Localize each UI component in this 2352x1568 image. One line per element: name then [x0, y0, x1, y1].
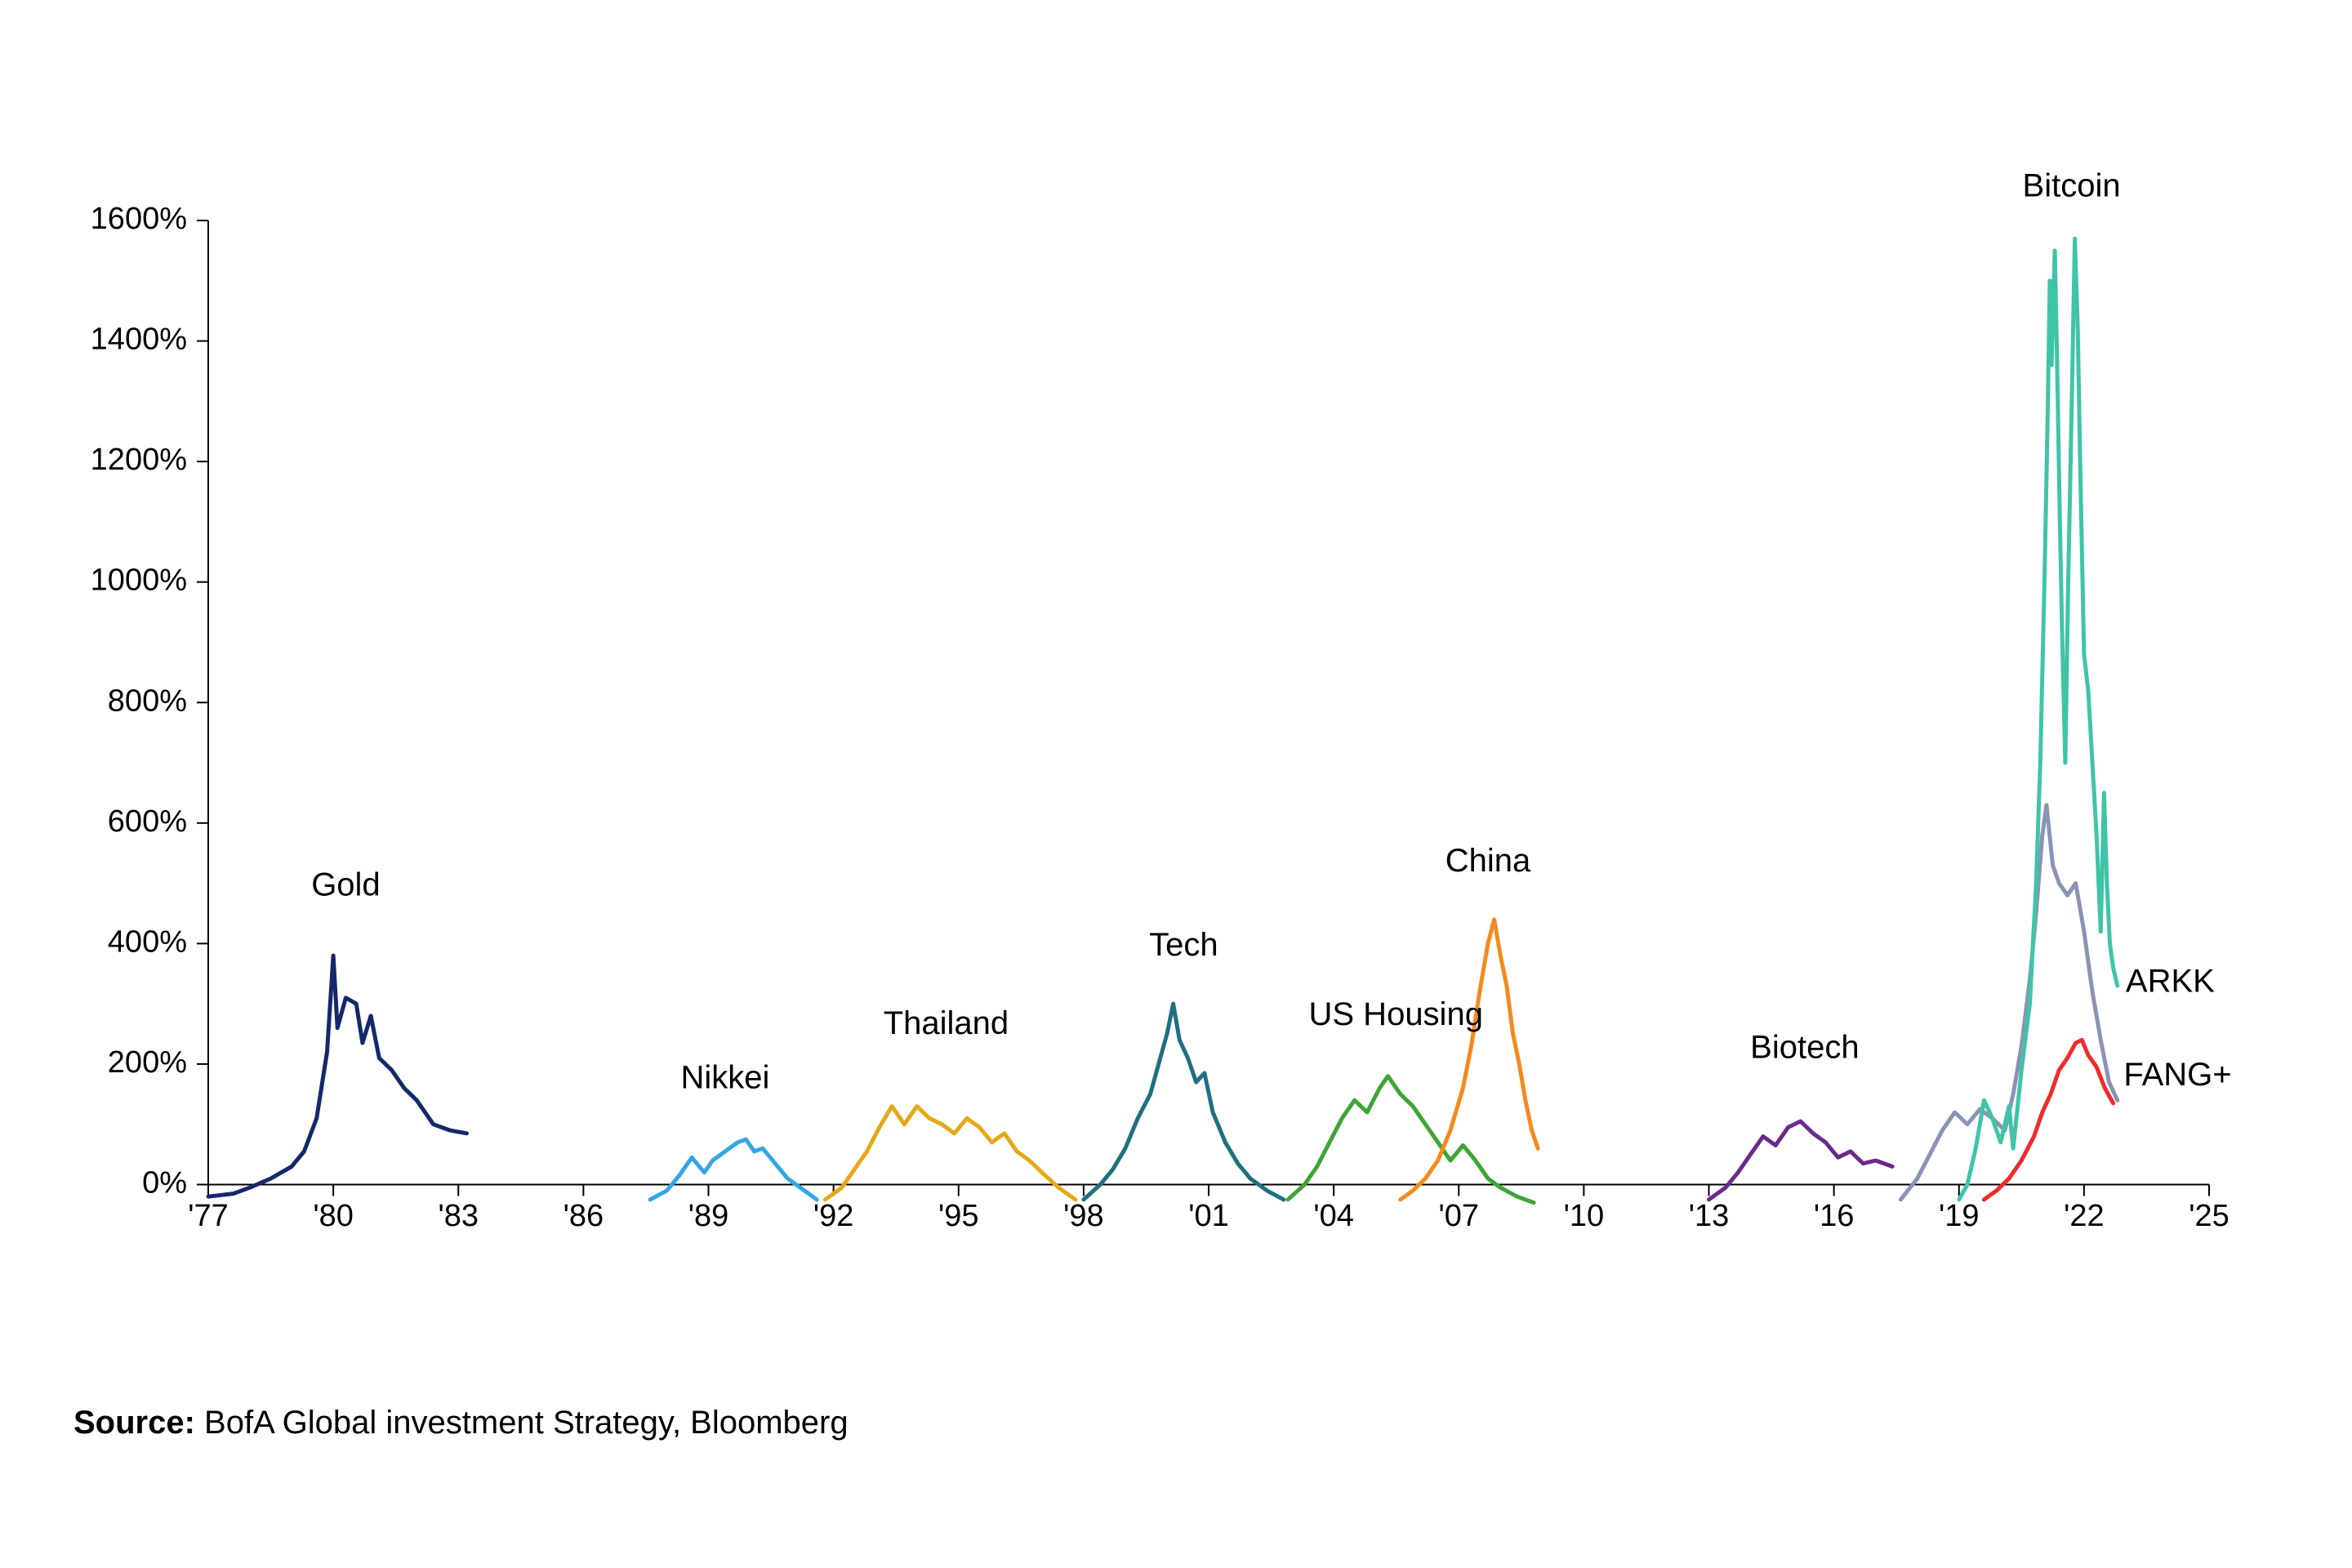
series-us-housing: [1288, 1076, 1534, 1203]
series-thailand: [825, 1107, 1075, 1200]
x-tick-label: '77: [188, 1199, 229, 1233]
series-nikkei: [650, 1139, 817, 1200]
x-tick-label: '10: [1564, 1199, 1605, 1233]
source-text: BofA Global investment Strategy, Bloombe…: [195, 1405, 849, 1441]
x-tick-label: '83: [438, 1199, 479, 1233]
x-tick-label: '04: [1313, 1199, 1354, 1233]
x-tick-label: '89: [688, 1199, 729, 1233]
y-tick-label: 800%: [108, 684, 187, 718]
source-citation: Source: BofA Global investment Strategy,…: [74, 1405, 849, 1441]
y-tick-label: 400%: [108, 924, 187, 959]
series-biotech: [1709, 1121, 1893, 1200]
series-label-nikkei: Nikkei: [680, 1059, 769, 1095]
series-label-us-housing: US Housing: [1309, 996, 1483, 1032]
x-tick-label: '13: [1689, 1199, 1730, 1233]
series-label-gold: Gold: [311, 866, 381, 902]
chart-svg: 0% 200% 400% 600% 800% 1000% 1200% 1400% 1600% '7…: [0, 0, 2352, 1568]
source-prefix: Source:: [74, 1405, 195, 1441]
series-label-tech: Tech: [1149, 927, 1218, 963]
series-tech: [1084, 1004, 1284, 1200]
x-tick-label: '01: [1188, 1199, 1229, 1233]
series-gold: [208, 956, 467, 1196]
y-tick-label: 1600%: [91, 202, 187, 236]
y-tick-label: 1000%: [91, 564, 187, 598]
series-label-china: China: [1446, 843, 1531, 879]
series-label-bitcoin: Bitcoin: [2023, 167, 2121, 203]
series-bitcoin: [1959, 238, 2118, 1200]
x-tick-label: '25: [2189, 1199, 2230, 1233]
series-label-biotech: Biotech: [1750, 1030, 1859, 1066]
x-tick-label: '98: [1063, 1199, 1104, 1233]
y-tick-label: 600%: [108, 804, 187, 839]
x-tick-label: '07: [1438, 1199, 1479, 1233]
x-tick-label: '95: [938, 1199, 979, 1233]
y-tick-label: 200%: [108, 1045, 187, 1080]
y-tick-label: 1400%: [91, 323, 187, 357]
series-label-thailand: Thailand: [884, 1005, 1009, 1041]
series-label-arkk: ARKK: [2126, 963, 2215, 999]
y-tick-label: 0%: [142, 1166, 187, 1200]
y-tick-label: 1200%: [91, 443, 187, 477]
x-tick-label: '80: [313, 1199, 354, 1233]
asset-bubbles-chart: 0% 200% 400% 600% 800% 1000% 1200% 1400% 1600% '7…: [0, 0, 2352, 1568]
x-tick-label: '86: [564, 1199, 604, 1233]
series-fang-: [1984, 1040, 2113, 1200]
series-china: [1401, 920, 1538, 1200]
x-tick-label: '92: [813, 1199, 854, 1233]
x-tick-label: '16: [1814, 1199, 1855, 1233]
series-arkk: [1900, 805, 2117, 1200]
series-label-fang-: FANG+: [2123, 1057, 2231, 1093]
x-tick-label: '22: [2064, 1199, 2105, 1233]
x-tick-label: '19: [1939, 1199, 1980, 1233]
